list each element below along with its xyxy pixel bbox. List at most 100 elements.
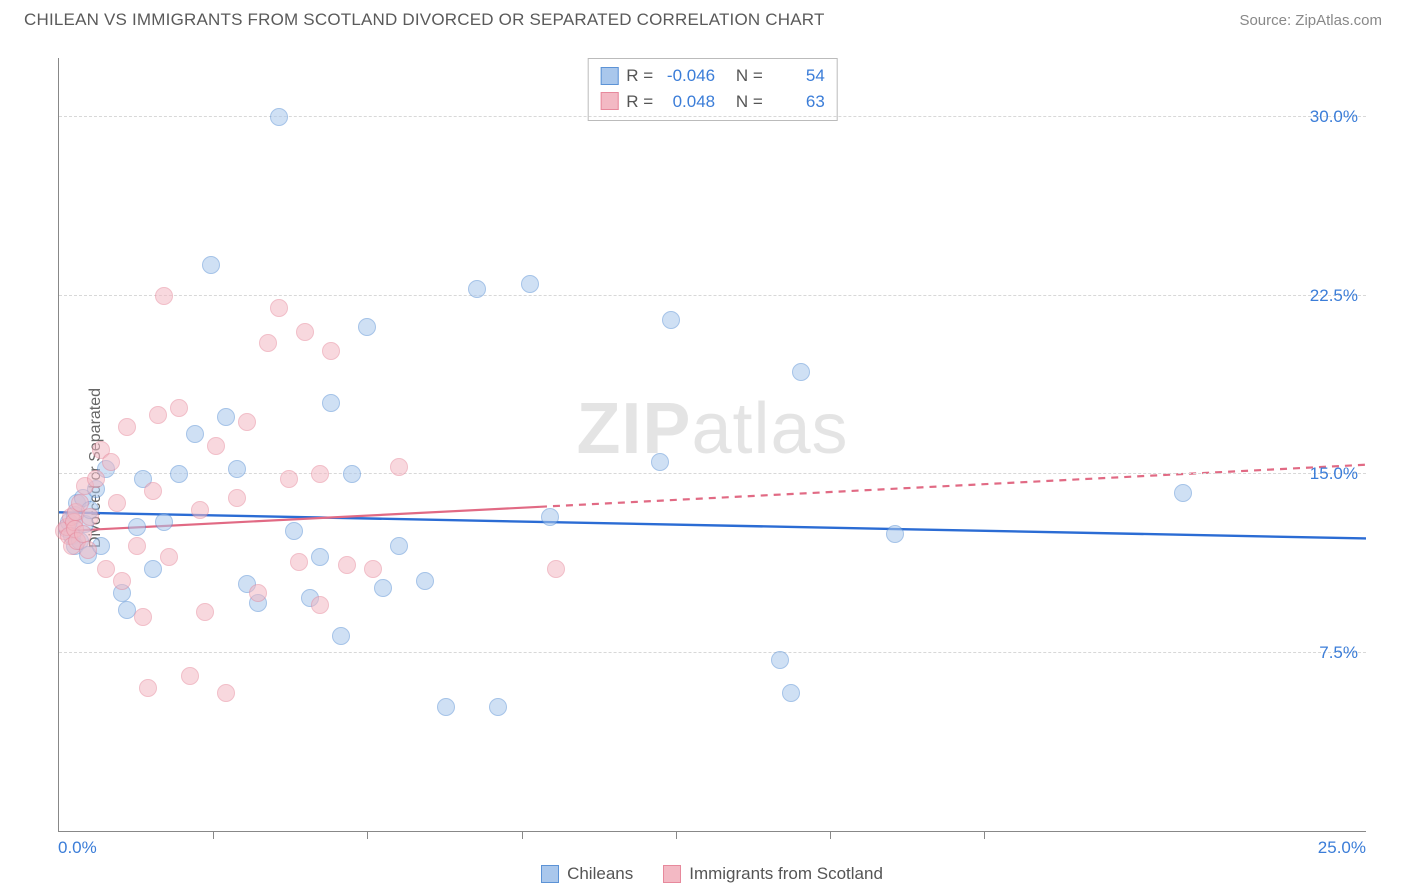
data-point: [662, 311, 680, 329]
x-axis-min-label: 0.0%: [58, 838, 97, 858]
legend-item-series1: Chileans: [541, 864, 633, 884]
data-point: [81, 508, 99, 526]
source-label: Source: ZipAtlas.com: [1239, 12, 1382, 29]
x-tick: [213, 831, 214, 839]
swatch-series2: [600, 92, 618, 110]
data-point: [134, 608, 152, 626]
data-point: [270, 299, 288, 317]
data-point: [547, 560, 565, 578]
data-point: [249, 584, 267, 602]
data-point: [160, 548, 178, 566]
data-point: [228, 489, 246, 507]
data-point: [437, 698, 455, 716]
data-point: [155, 513, 173, 531]
data-point: [416, 572, 434, 590]
data-point: [651, 453, 669, 471]
data-point: [489, 698, 507, 716]
stats-row-series2: R = 0.048 N = 63: [600, 89, 825, 115]
data-point: [792, 363, 810, 381]
data-point: [186, 425, 204, 443]
stat-r-label: R =: [626, 63, 653, 89]
data-point: [771, 651, 789, 669]
data-point: [280, 470, 298, 488]
data-point: [332, 627, 350, 645]
data-point: [311, 548, 329, 566]
data-point: [541, 508, 559, 526]
stats-legend: R = -0.046 N = 54 R = 0.048 N = 63: [587, 58, 838, 121]
stat-r-value-2: 0.048: [661, 89, 715, 115]
data-point: [155, 287, 173, 305]
gridline-h: [59, 652, 1366, 653]
plot-area: ZIPatlas R = -0.046 N = 54 R = 0.048 N =…: [58, 58, 1366, 832]
data-point: [97, 560, 115, 578]
data-point: [311, 465, 329, 483]
stat-r-label: R =: [626, 89, 653, 115]
data-point: [358, 318, 376, 336]
data-point: [374, 579, 392, 597]
data-point: [259, 334, 277, 352]
data-point: [144, 482, 162, 500]
data-point: [217, 408, 235, 426]
stats-row-series1: R = -0.046 N = 54: [600, 63, 825, 89]
data-point: [139, 679, 157, 697]
stat-n-value-2: 63: [771, 89, 825, 115]
data-point: [343, 465, 361, 483]
data-point: [87, 470, 105, 488]
x-tick: [367, 831, 368, 839]
data-point: [285, 522, 303, 540]
data-point: [338, 556, 356, 574]
swatch-series1: [600, 67, 618, 85]
x-tick: [676, 831, 677, 839]
bottom-legend: Chileans Immigrants from Scotland: [58, 864, 1366, 884]
data-point: [521, 275, 539, 293]
data-point: [238, 413, 256, 431]
data-point: [113, 572, 131, 590]
data-point: [468, 280, 486, 298]
data-point: [128, 537, 146, 555]
stat-n-label: N =: [736, 63, 763, 89]
stat-n-label: N =: [736, 89, 763, 115]
data-point: [74, 525, 92, 543]
chart-container: Divorced or Separated ZIPatlas R = -0.04…: [24, 44, 1382, 892]
data-point: [196, 603, 214, 621]
watermark: ZIPatlas: [576, 388, 848, 470]
y-tick-label: 15.0%: [1310, 464, 1358, 484]
chart-title: CHILEAN VS IMMIGRANTS FROM SCOTLAND DIVO…: [24, 10, 825, 30]
data-point: [228, 460, 246, 478]
legend-label-2: Immigrants from Scotland: [689, 864, 883, 884]
legend-item-series2: Immigrants from Scotland: [663, 864, 883, 884]
legend-swatch-2: [663, 865, 681, 883]
data-point: [202, 256, 220, 274]
x-tick: [522, 831, 523, 839]
data-point: [390, 537, 408, 555]
data-point: [181, 667, 199, 685]
data-point: [118, 418, 136, 436]
data-point: [144, 560, 162, 578]
gridline-h: [59, 295, 1366, 296]
data-point: [322, 394, 340, 412]
data-point: [270, 108, 288, 126]
gridline-h: [59, 473, 1366, 474]
data-point: [390, 458, 408, 476]
data-point: [170, 465, 188, 483]
data-point: [364, 560, 382, 578]
data-point: [191, 501, 209, 519]
stat-r-value-1: -0.046: [661, 63, 715, 89]
y-tick-label: 7.5%: [1319, 643, 1358, 663]
data-point: [207, 437, 225, 455]
data-point: [290, 553, 308, 571]
data-point: [322, 342, 340, 360]
data-point: [782, 684, 800, 702]
data-point: [311, 596, 329, 614]
data-point: [108, 494, 126, 512]
data-point: [79, 541, 97, 559]
gridline-h: [59, 116, 1366, 117]
legend-label-1: Chileans: [567, 864, 633, 884]
data-point: [149, 406, 167, 424]
trend-lines: [59, 58, 1366, 831]
x-axis-max-label: 25.0%: [1318, 838, 1366, 858]
data-point: [296, 323, 314, 341]
data-point: [128, 518, 146, 536]
x-tick: [830, 831, 831, 839]
stat-n-value-1: 54: [771, 63, 825, 89]
